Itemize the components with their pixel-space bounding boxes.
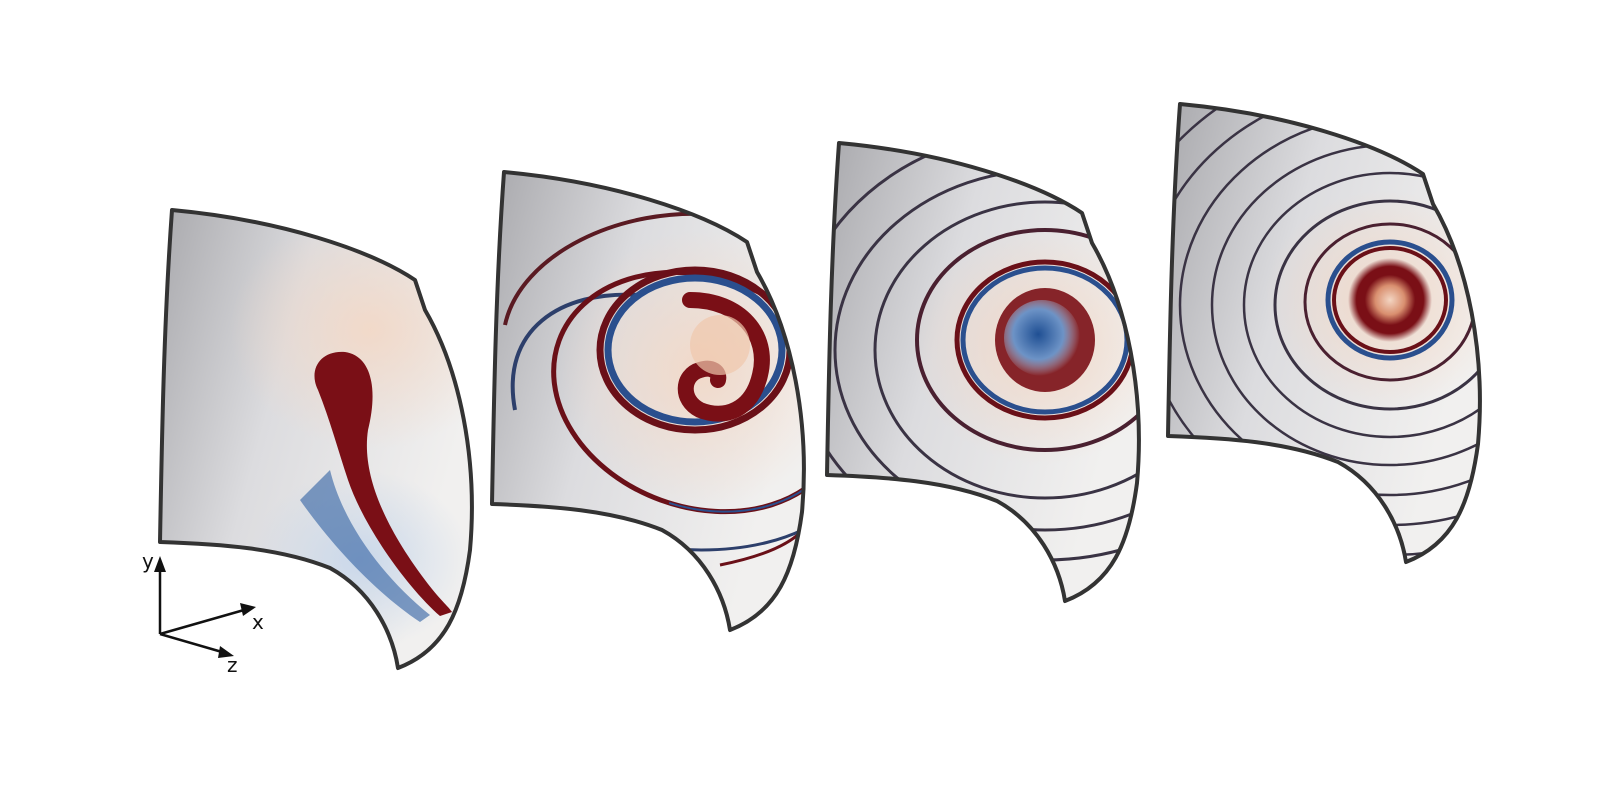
- panel-2: [490, 170, 806, 632]
- panel-4: [1166, 102, 1482, 564]
- axis-label-z: z: [227, 653, 238, 677]
- panel-1: [158, 208, 474, 670]
- axis-triad: [154, 556, 256, 658]
- axis-label-y: y: [142, 549, 154, 573]
- axis-label-x: x: [252, 610, 264, 634]
